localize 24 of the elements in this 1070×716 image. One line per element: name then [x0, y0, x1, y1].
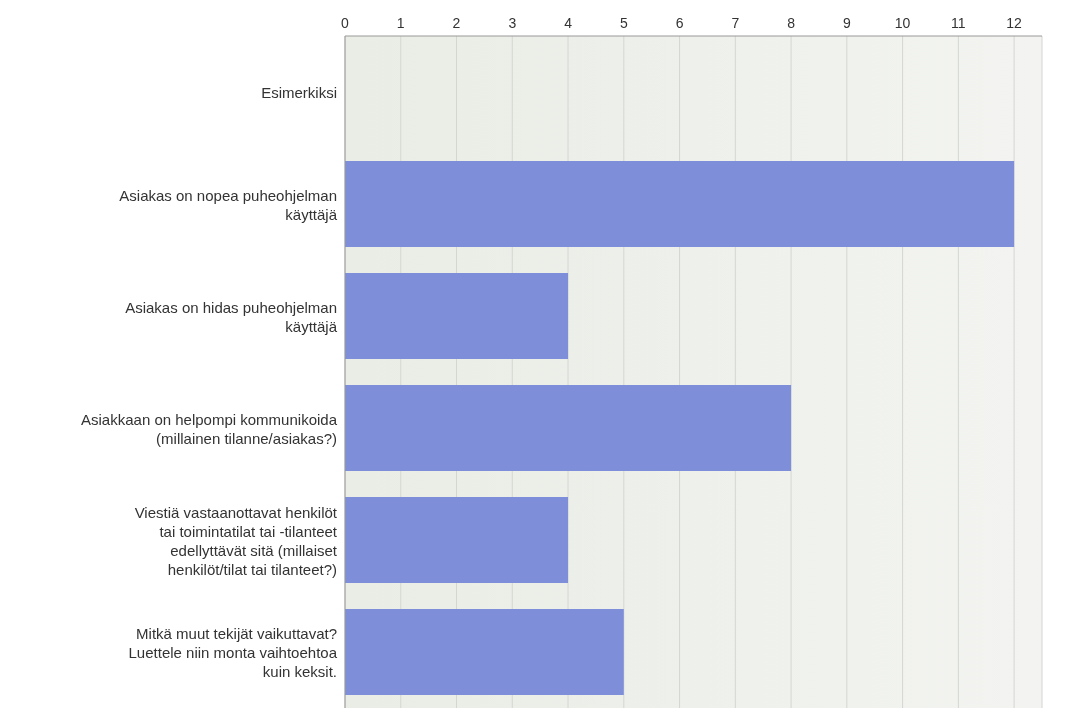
- bar: [345, 385, 792, 471]
- x-tick-label: 5: [619, 15, 628, 31]
- bar: [345, 609, 624, 695]
- bar: [345, 497, 569, 583]
- bar: [345, 273, 569, 359]
- bar: [345, 161, 1015, 247]
- x-tick-label: 12: [1006, 15, 1023, 31]
- x-tick-label: 3: [508, 15, 517, 31]
- x-tick-label: 11: [951, 15, 966, 31]
- y-tick-label: Mitkä muut tekijät vaikuttavat? Luettele niin monta vaihtoehtoa kuin keksit.: [128, 624, 338, 680]
- y-tick-label: Viestiä vastaanottavat henkilöt tai toimintatilat tai -tilanteet edellyttävät sitä (millaiset henkilöt/tilat tai tilanteet?): [134, 503, 338, 577]
- x-tick-label: 1: [396, 15, 405, 31]
- y-tick-label: Esimerkiksi: [261, 83, 337, 101]
- x-tick-label: 6: [675, 15, 684, 31]
- y-tick-label: Asiakas on nopea puheohjelman käyttäjä: [119, 186, 338, 222]
- y-tick-label: Asiakas on hidas puheohjelman käyttäjä: [125, 298, 338, 334]
- x-tick-label: 2: [452, 15, 461, 31]
- x-tick-label: 9: [842, 15, 851, 31]
- x-tick-label: 0: [341, 15, 350, 31]
- x-tick-label: 8: [787, 15, 796, 31]
- x-tick-label: 4: [564, 15, 573, 31]
- x-tick-label: 7: [731, 15, 740, 31]
- y-tick-label: Asiakkaan on helpompi kommunikoida (millainen tilanne/asiakas?): [81, 410, 338, 446]
- x-tick-label: 10: [894, 15, 911, 31]
